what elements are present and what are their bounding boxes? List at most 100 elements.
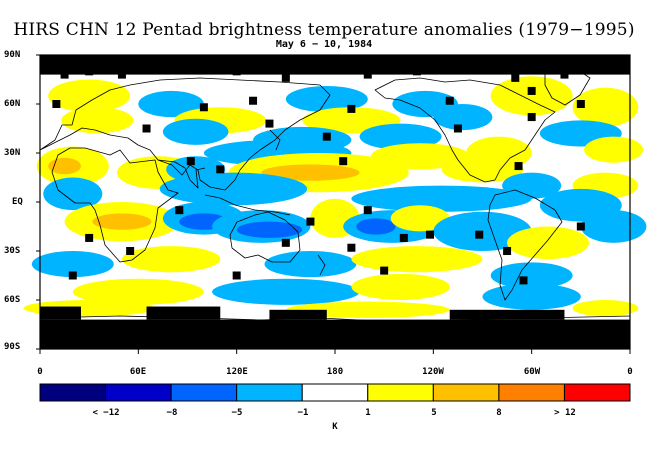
missing-data-cell (281, 238, 290, 247)
missing-data-cell (175, 206, 184, 215)
missing-data-cell (527, 86, 536, 95)
anomaly-region (48, 79, 131, 113)
missing-data-cell (60, 70, 69, 79)
anomaly-region (212, 278, 360, 305)
axis-ticks (36, 54, 631, 354)
coastline-north-america (374, 77, 556, 183)
missing-data-cell (52, 100, 61, 108)
colorbar-swatch (432, 383, 500, 402)
colorbar-tick-label: −1 (297, 408, 309, 418)
x-tick-label: 60E (129, 367, 147, 377)
missing-data-cell (347, 243, 356, 252)
anomaly-region (359, 123, 442, 150)
missing-data-cell (527, 113, 536, 122)
anomaly-region (48, 157, 81, 175)
missing-data-cell (503, 247, 512, 255)
x-tick-label: 60W (523, 367, 541, 377)
x-tick-label: 0 (37, 367, 43, 377)
missing-data-cell (232, 271, 241, 280)
coastline-africa (51, 147, 179, 263)
x-tick-label: 120W (422, 367, 444, 377)
missing-data-strip (40, 319, 630, 349)
missing-data-cell (399, 233, 408, 242)
missing-data-cell (142, 124, 151, 133)
anomaly-region (162, 118, 229, 145)
missing-data-strip (40, 306, 81, 320)
missing-data-cell (514, 162, 523, 171)
coastline-new-zealand (317, 254, 326, 276)
coastlines (39, 67, 631, 323)
missing-data-cell (68, 271, 77, 280)
anomaly-region (572, 300, 639, 317)
missing-data-cell (576, 222, 585, 231)
colorbar-swatch (498, 383, 565, 402)
anomaly-region (351, 185, 532, 212)
anomaly-region (159, 172, 308, 206)
x-tick-label: 0 (627, 367, 633, 377)
colorbar-tick-label: < −12 (92, 408, 120, 418)
anomaly-region (236, 221, 303, 238)
x-tick-label: 120E (226, 367, 248, 377)
missing-data-cell (306, 217, 315, 226)
anomaly-region (482, 283, 581, 310)
y-tick-label: 90N (4, 50, 21, 60)
anomaly-region (390, 205, 450, 232)
missing-data-strip (269, 309, 327, 320)
colorbar-units: K (332, 422, 338, 432)
x-tick-label: 180 (326, 367, 344, 377)
missing-data-cell (186, 157, 195, 166)
missing-data-cell (126, 247, 135, 255)
missing-data-cell (265, 119, 274, 128)
y-tick-label: 90S (4, 342, 21, 352)
missing-data-cell (249, 96, 258, 105)
colorbar-tick-label: −5 (231, 408, 243, 418)
missing-data-cell (560, 70, 569, 79)
coastline-japan (269, 129, 281, 151)
anomaly-region (572, 87, 639, 127)
missing-data-cell (199, 103, 208, 112)
anomaly-region (351, 273, 450, 300)
missing-data-cell (519, 276, 528, 285)
missing-data-cell (85, 233, 94, 242)
colorbar-swatch (170, 383, 238, 402)
anomaly-region (261, 164, 360, 181)
missing-data-strip (146, 306, 221, 320)
anomaly-region (31, 251, 114, 278)
coastline-antarctica (39, 315, 631, 323)
missing-data-cell (380, 266, 389, 275)
missing-data-cell (216, 165, 225, 174)
missing-data-cell (232, 67, 241, 76)
missing-data-strip (40, 55, 630, 75)
chart-title: HIRS CHN 12 Pentad brightness temperatur… (13, 20, 635, 40)
colorbar-swatch (301, 383, 369, 402)
anomaly-region (138, 90, 204, 118)
coastline-australia (229, 211, 301, 263)
missing-data-cell (339, 157, 348, 166)
coastline-eurasia (39, 77, 331, 191)
y-tick-label: 60S (4, 295, 21, 305)
anomaly-region (92, 213, 152, 230)
missing-data-cell (426, 230, 435, 239)
coastline-south-america (487, 189, 563, 301)
missing-data-cell (363, 70, 372, 79)
anomaly-region (433, 104, 493, 131)
colorbar-swatch (367, 383, 434, 402)
colorbar-swatch (236, 383, 303, 402)
anomaly-region (121, 246, 221, 273)
coastline-india (157, 159, 206, 189)
colorbar-swatch (105, 383, 172, 402)
anomaly-region (43, 177, 103, 211)
colorbar-tick-label: > 12 (554, 408, 576, 418)
colorbar-tick-label: 1 (365, 408, 371, 418)
colorbar-swatch (563, 383, 631, 402)
missing-data-cell (347, 104, 356, 113)
colorbar-tick-label: 5 (431, 408, 437, 418)
anomaly-region (507, 226, 590, 260)
colorbar-swatch (39, 383, 107, 402)
anomaly-region (584, 136, 644, 163)
missing-data-cell (85, 67, 94, 76)
y-tick-label: 30N (4, 148, 21, 158)
y-tick-label: 30S (4, 246, 21, 256)
anomaly-region (72, 278, 204, 305)
